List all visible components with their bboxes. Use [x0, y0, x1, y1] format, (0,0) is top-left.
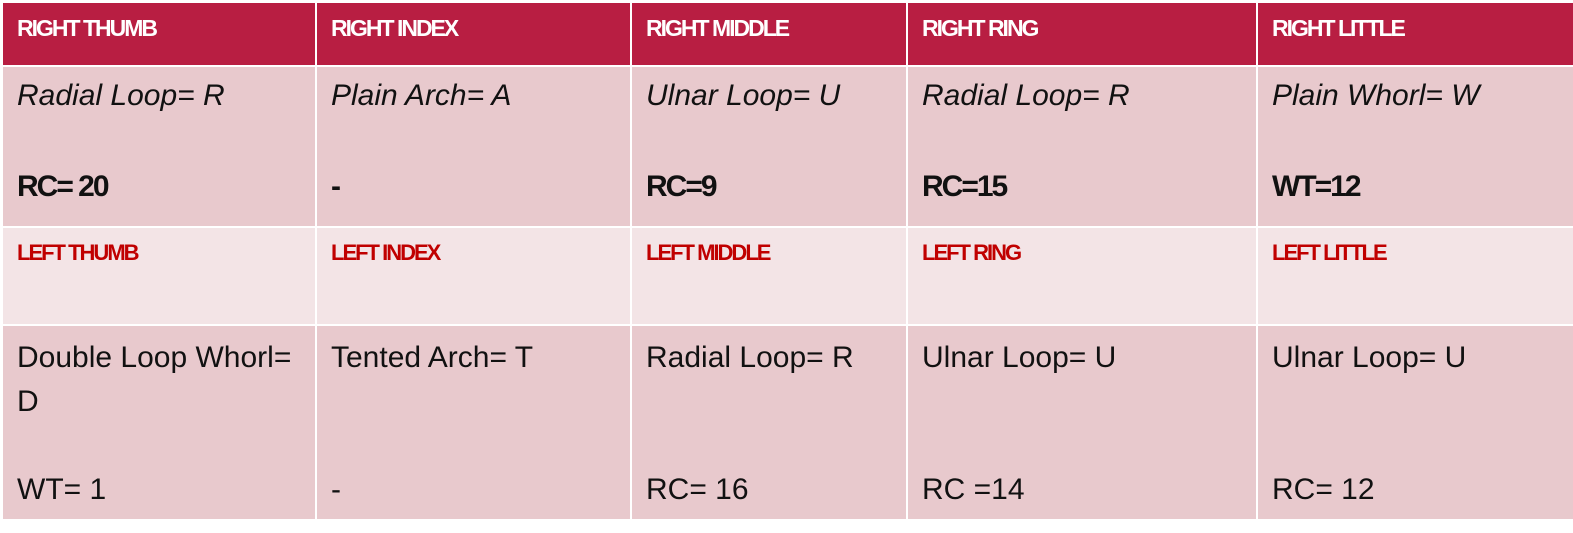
header-left-thumb: LEFT THUMB [3, 228, 315, 324]
cell-right-thumb: Radial Loop= R RC= 20 [3, 67, 315, 226]
ridge-value: RC=9 [646, 170, 718, 203]
header-right-thumb: RIGHT THUMB [3, 3, 315, 65]
ridge-value: WT=12 [1272, 170, 1362, 203]
pattern-type: Ulnar Loop= U [922, 341, 1117, 374]
fingerprint-table: RIGHT THUMB RIGHT INDEX RIGHT MIDDLE RIG… [3, 3, 1573, 519]
cell-right-ring: Radial Loop= R RC=15 [908, 67, 1256, 226]
ridge-value: RC= 12 [1272, 473, 1375, 506]
cell-left-ring: Ulnar Loop= U RC =14 [908, 326, 1256, 519]
header-left-little: LEFT LITTLE [1258, 228, 1573, 324]
cell-left-thumb: Double Loop Whorl= D WT= 1 [3, 326, 315, 519]
ridge-value: RC =14 [922, 473, 1025, 506]
header-right-little: RIGHT LITTLE [1258, 3, 1573, 65]
ridge-value: - [331, 473, 341, 506]
pattern-type: Ulnar Loop= U [1272, 341, 1467, 374]
pattern-type: Tented Arch= T [331, 341, 534, 374]
left-header-label: LEFT INDEX [331, 240, 441, 265]
ridge-value: RC= 20 [17, 170, 110, 203]
ridge-value: WT= 1 [17, 473, 107, 506]
header-right-middle: RIGHT MIDDLE [632, 3, 906, 65]
header-left-middle: LEFT MIDDLE [632, 228, 906, 324]
header-left-index: LEFT INDEX [317, 228, 630, 324]
header-left-ring: LEFT RING [908, 228, 1256, 324]
pattern-type: Double Loop Whorl= D [17, 341, 292, 418]
header-right-ring: RIGHT RING [908, 3, 1256, 65]
pattern-type: Plain Arch= A [331, 79, 512, 112]
cell-left-index: Tented Arch= T - [317, 326, 630, 519]
pattern-type: Radial Loop= R [646, 341, 854, 374]
ridge-value: - [331, 170, 341, 203]
cell-right-little: Plain Whorl= W WT=12 [1258, 67, 1573, 226]
pattern-type: Plain Whorl= W [1272, 79, 1480, 112]
ridge-value: RC=15 [922, 170, 1008, 203]
cell-right-index: Plain Arch= A - [317, 67, 630, 226]
cell-left-middle: Radial Loop= R RC= 16 [632, 326, 906, 519]
left-header-label: LEFT MIDDLE [646, 240, 771, 265]
pattern-type: Radial Loop= R [922, 79, 1130, 112]
left-header-label: LEFT THUMB [17, 240, 140, 265]
pattern-type: Ulnar Loop= U [646, 79, 841, 112]
left-header-label: LEFT LITTLE [1272, 240, 1388, 265]
cell-left-little: Ulnar Loop= U RC= 12 [1258, 326, 1573, 519]
ridge-value: RC= 16 [646, 473, 749, 506]
left-header-label: LEFT RING [922, 240, 1022, 265]
header-right-index: RIGHT INDEX [317, 3, 630, 65]
pattern-type: Radial Loop= R [17, 79, 225, 112]
cell-right-middle: Ulnar Loop= U RC=9 [632, 67, 906, 226]
